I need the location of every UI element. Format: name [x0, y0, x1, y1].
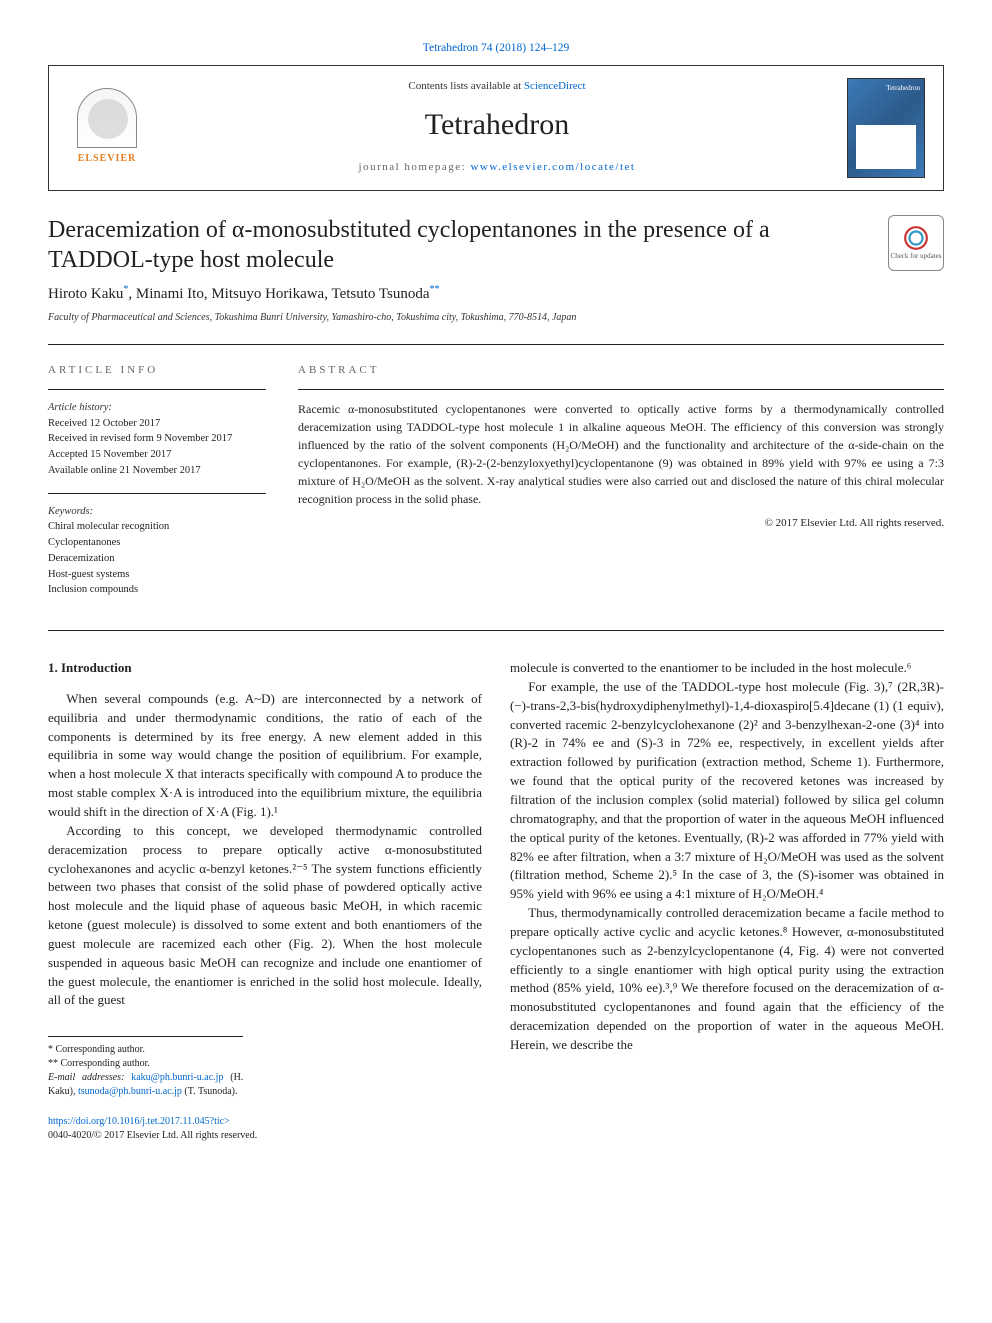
- history-revised: Received in revised form 9 November 2017: [48, 431, 266, 447]
- author-1: Hiroto Kaku: [48, 286, 123, 302]
- abstract-text: Racemic α-monosubstituted cyclopentanone…: [298, 400, 944, 508]
- journal-header: ELSEVIER Contents lists available at Sci…: [48, 65, 944, 191]
- email-paren-2: (T. Tsunoda).: [182, 1086, 238, 1097]
- keyword: Inclusion compounds: [48, 582, 266, 598]
- footnote-emails: E-mail addresses: kaku@ph.bunri-u.ac.jp …: [48, 1071, 243, 1099]
- journal-cover-thumb: [847, 78, 925, 178]
- sciencedirect-link[interactable]: ScienceDirect: [524, 80, 586, 92]
- article-title: Deracemization of α-monosubstituted cycl…: [48, 215, 868, 275]
- history-accepted: Accepted 15 November 2017: [48, 447, 266, 463]
- keyword: Cyclopentanones: [48, 535, 266, 551]
- issn-copyright: 0040-4020/© 2017 Elsevier Ltd. All right…: [48, 1130, 257, 1141]
- keyword: Host-guest systems: [48, 567, 266, 583]
- rule-abs: [298, 389, 944, 390]
- homepage-prefix: journal homepage:: [359, 161, 471, 173]
- history-heading: Article history:: [48, 400, 266, 416]
- email-link-1[interactable]: kaku@ph.bunri-u.ac.jp: [131, 1072, 223, 1083]
- journal-name: Tetrahedron: [165, 103, 829, 147]
- elsevier-wordmark: ELSEVIER: [78, 152, 137, 167]
- emails-label: E-mail addresses:: [48, 1072, 131, 1083]
- keyword: Chiral molecular recognition: [48, 519, 266, 535]
- elsevier-tree-icon: [77, 88, 137, 148]
- crossmark-icon: [903, 225, 929, 251]
- email-link-2[interactable]: tsunoda@ph.bunri-u.ac.jp: [78, 1086, 182, 1097]
- body-para: Thus, thermodynamically controlled derac…: [510, 904, 944, 1055]
- article-info-label: ARTICLE INFO: [48, 363, 266, 379]
- abstract-label: ABSTRACT: [298, 363, 944, 379]
- section-heading-intro: 1. Introduction: [48, 659, 482, 678]
- footnotes: * Corresponding author. ** Corresponding…: [48, 1036, 243, 1099]
- footnote-corr-2: ** Corresponding author.: [48, 1057, 243, 1071]
- doi-block: https://doi.org/10.1016/j.tet.2017.11.04…: [48, 1115, 482, 1143]
- body-para: When several compounds (e.g. A~D) are in…: [48, 690, 482, 822]
- body-para: molecule is converted to the enantiomer …: [510, 659, 944, 678]
- corr-marker-2[interactable]: **: [429, 284, 439, 295]
- rule-meta-2: [48, 493, 266, 494]
- elsevier-logo: ELSEVIER: [67, 83, 147, 173]
- contents-prefix: Contents lists available at: [408, 80, 523, 92]
- journal-homepage-line: journal homepage: www.elsevier.com/locat…: [165, 160, 829, 176]
- author-list: Hiroto Kaku*, Minami Ito, Mitsuyo Horika…: [48, 283, 944, 306]
- crossmark-badge[interactable]: Check for updates: [888, 215, 944, 271]
- keywords-heading: Keywords:: [48, 504, 266, 520]
- crossmark-label: Check for updates: [891, 251, 942, 261]
- contents-list-line: Contents lists available at ScienceDirec…: [165, 79, 829, 95]
- homepage-link[interactable]: www.elsevier.com/locate/tet: [470, 161, 635, 173]
- body-para: According to this concept, we developed …: [48, 822, 482, 1010]
- history-online: Available online 21 November 2017: [48, 463, 266, 479]
- rule-bottom: [48, 630, 944, 631]
- affiliation: Faculty of Pharmaceutical and Sciences, …: [48, 311, 944, 326]
- abstract-copyright: © 2017 Elsevier Ltd. All rights reserved…: [298, 516, 944, 532]
- body-para: For example, the use of the TADDOL-type …: [510, 678, 944, 904]
- rule-meta-1: [48, 389, 266, 390]
- keyword: Deracemization: [48, 551, 266, 567]
- authors-rest: , Minami Ito, Mitsuyo Horikawa, Tetsuto …: [128, 286, 429, 302]
- footnote-corr-1: * Corresponding author.: [48, 1043, 243, 1057]
- history-received: Received 12 October 2017: [48, 416, 266, 432]
- citation-link[interactable]: Tetrahedron 74 (2018) 124–129: [48, 40, 944, 57]
- doi-link[interactable]: https://doi.org/10.1016/j.tet.2017.11.04…: [48, 1116, 230, 1127]
